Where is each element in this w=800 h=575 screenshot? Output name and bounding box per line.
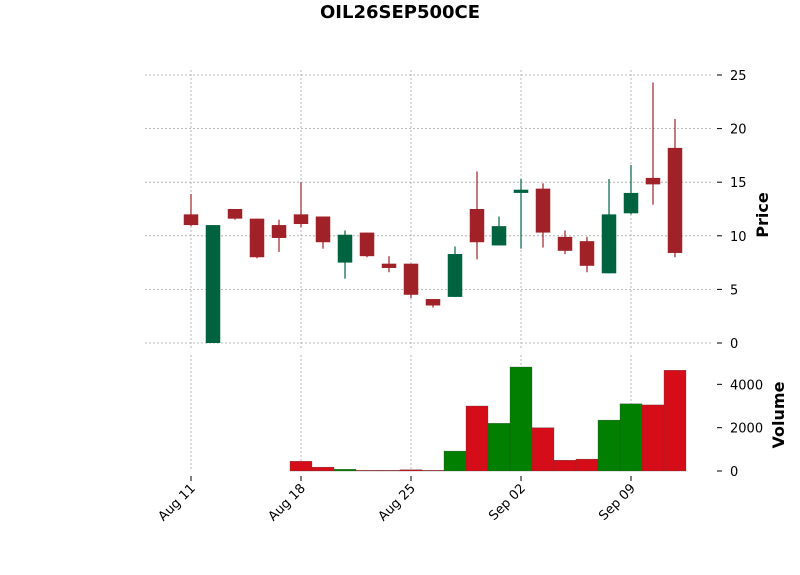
volume-bar	[465, 405, 489, 472]
candle-body	[513, 189, 529, 193]
candle-body	[359, 232, 375, 257]
candle-body	[491, 226, 507, 246]
volume-bar	[531, 427, 555, 472]
candle-body	[403, 263, 419, 295]
price-panel: 0 5 10 15 20 25	[145, 69, 747, 352]
volume-bar	[311, 466, 335, 472]
candle-body	[667, 147, 683, 253]
volume-bar	[597, 419, 621, 472]
price-tick-label: 10	[730, 230, 747, 245]
candle-body	[381, 263, 397, 268]
candle-body	[447, 254, 463, 297]
candle-body	[645, 177, 661, 185]
volume-bar	[443, 450, 467, 472]
volume-tick-label: 2000	[730, 422, 763, 437]
volume-bar	[641, 404, 665, 472]
volume-bar	[421, 470, 445, 472]
price-tick-label: 5	[730, 283, 738, 298]
candle-body	[227, 209, 243, 219]
x-tick-label: Aug 25	[376, 481, 419, 524]
volume-bar	[509, 366, 533, 472]
volume-bar	[399, 469, 423, 472]
candle-body	[425, 299, 441, 306]
candle-body	[293, 214, 309, 225]
x-tick-label: Sep 09	[596, 481, 639, 524]
volume-bar	[333, 469, 357, 472]
volume-bar	[377, 470, 401, 472]
volume-bar	[553, 460, 577, 472]
candle-body	[271, 225, 287, 238]
price-tick-label: 20	[730, 123, 747, 138]
volume-bar	[619, 403, 643, 472]
x-tick-label: Sep 02	[486, 481, 529, 524]
candle-body	[535, 188, 551, 233]
candle-body	[205, 225, 221, 343]
x-tick-label: Aug 18	[266, 481, 309, 524]
volume-bar	[575, 458, 599, 472]
price-tick-label: 25	[730, 69, 747, 84]
candle-body	[623, 192, 639, 214]
x-tick-label: Aug 11	[156, 481, 199, 524]
candle-body	[557, 236, 573, 251]
candle-body	[469, 209, 485, 243]
x-axis: Aug 11 Aug 18 Aug 25 Sep 02 Sep 09	[156, 476, 639, 524]
volume-axis-label: Volume	[769, 381, 788, 448]
candle-body	[601, 214, 617, 274]
price-tick-label: 0	[730, 337, 738, 352]
volume-bar	[289, 461, 313, 472]
candle-body	[579, 241, 595, 266]
candle-body	[337, 234, 353, 263]
price-axis-label: Price	[753, 192, 772, 238]
volume-panel: 0 2000 4000	[190, 355, 763, 480]
price-tick-label: 15	[730, 176, 747, 191]
candle-body	[183, 214, 199, 226]
candle-body	[315, 216, 331, 243]
volume-bar	[487, 423, 511, 472]
volume-bar	[663, 370, 687, 472]
volume-tick-label: 0	[730, 465, 738, 480]
volume-tick-label: 4000	[730, 378, 763, 393]
volume-bar	[355, 470, 379, 472]
chart-title: OIL26SEP500CE	[320, 2, 480, 23]
candle-body	[249, 218, 265, 258]
